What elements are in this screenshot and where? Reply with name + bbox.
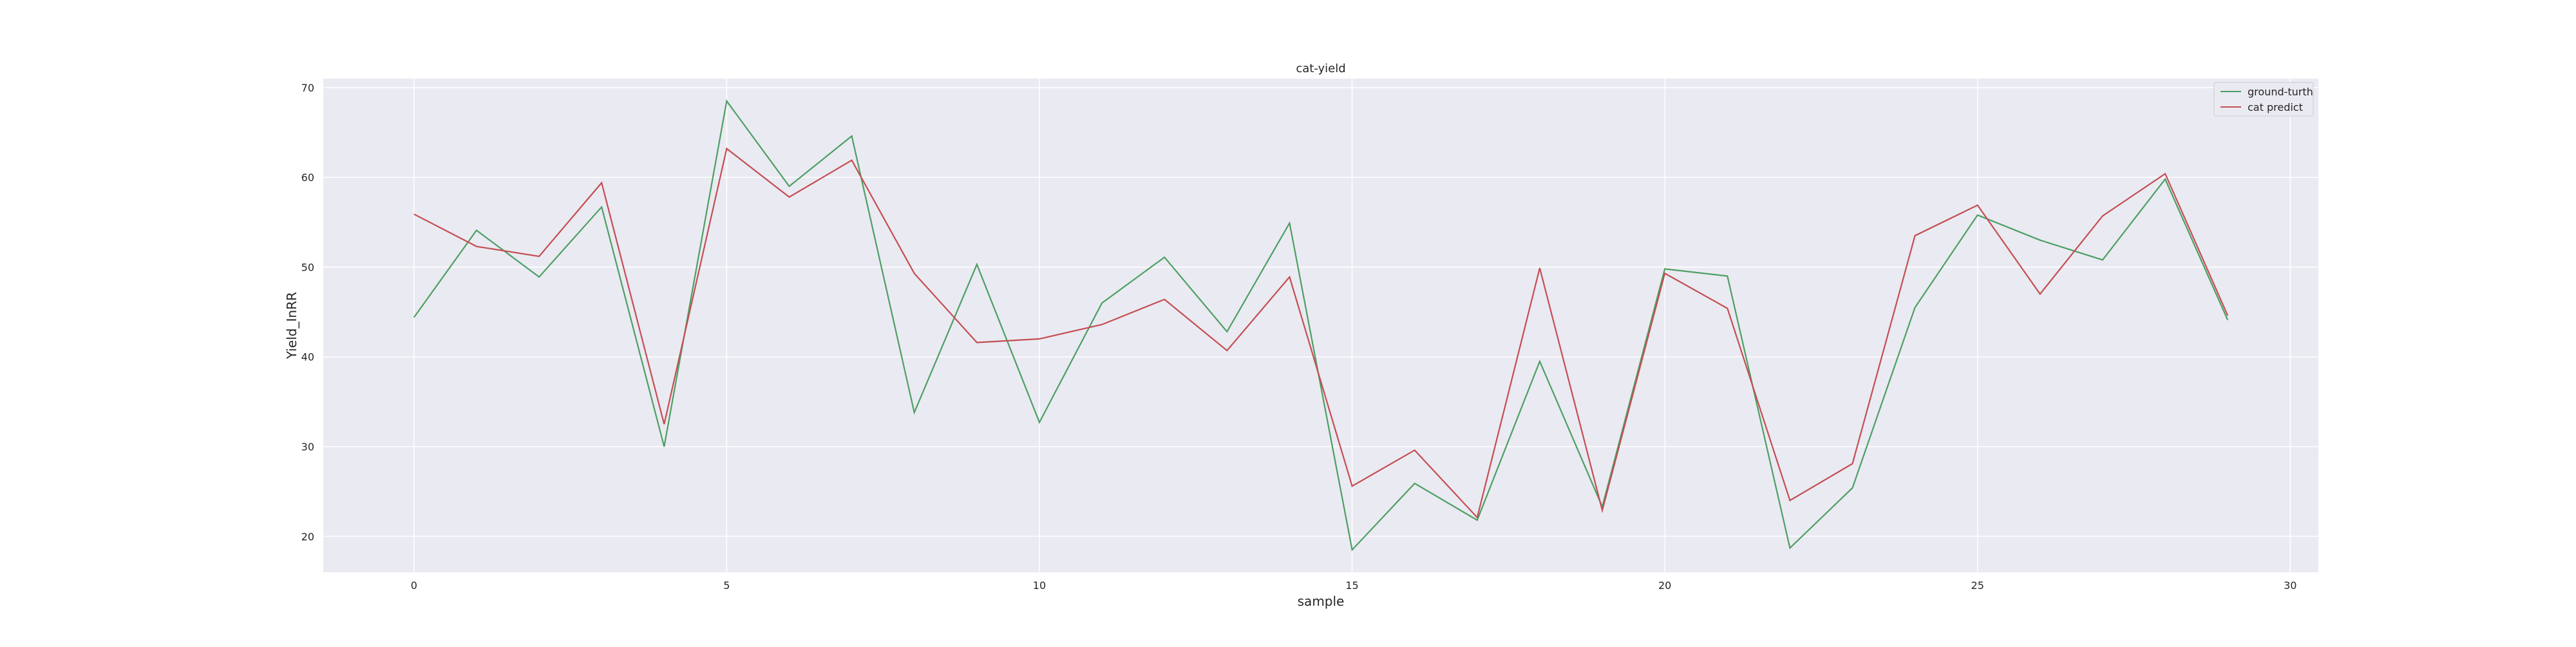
y-tick-label: 50 bbox=[301, 261, 314, 273]
chart-title: cat-yield bbox=[1296, 62, 1345, 75]
y-tick-labels: 20 30 40 50 60 70 bbox=[301, 82, 314, 543]
x-tick-label: 0 bbox=[411, 579, 417, 592]
y-tick-label: 70 bbox=[301, 82, 314, 94]
series-lines bbox=[413, 99, 2229, 552]
legend: ground-turth cat predict bbox=[2213, 82, 2314, 117]
legend-label-ground-turth: ground-turth bbox=[2248, 86, 2313, 98]
y-tick-label: 30 bbox=[301, 441, 314, 453]
x-tick-label: 25 bbox=[1971, 579, 1984, 592]
legend-label-cat-predict: cat predict bbox=[2248, 101, 2303, 113]
y-tick-label: 20 bbox=[301, 530, 314, 543]
x-tick-label: 15 bbox=[1345, 579, 1358, 592]
x-tick-label: 5 bbox=[723, 579, 730, 592]
series-line-ground-turth bbox=[413, 99, 2229, 552]
y-axis-label: Yield_InRR bbox=[284, 292, 299, 360]
x-tick-label: 10 bbox=[1033, 579, 1046, 592]
x-tick-label: 20 bbox=[1658, 579, 1671, 592]
series-line-cat-predict bbox=[413, 147, 2229, 519]
y-tick-label: 40 bbox=[301, 351, 314, 363]
plot-background bbox=[323, 79, 2318, 572]
grid-lines bbox=[323, 79, 2318, 572]
x-axis-label: sample bbox=[1298, 594, 1345, 609]
y-tick-label: 60 bbox=[301, 171, 314, 184]
x-tick-label: 30 bbox=[2284, 579, 2297, 592]
x-tick-labels: 0 5 10 15 20 25 30 bbox=[411, 579, 2297, 592]
